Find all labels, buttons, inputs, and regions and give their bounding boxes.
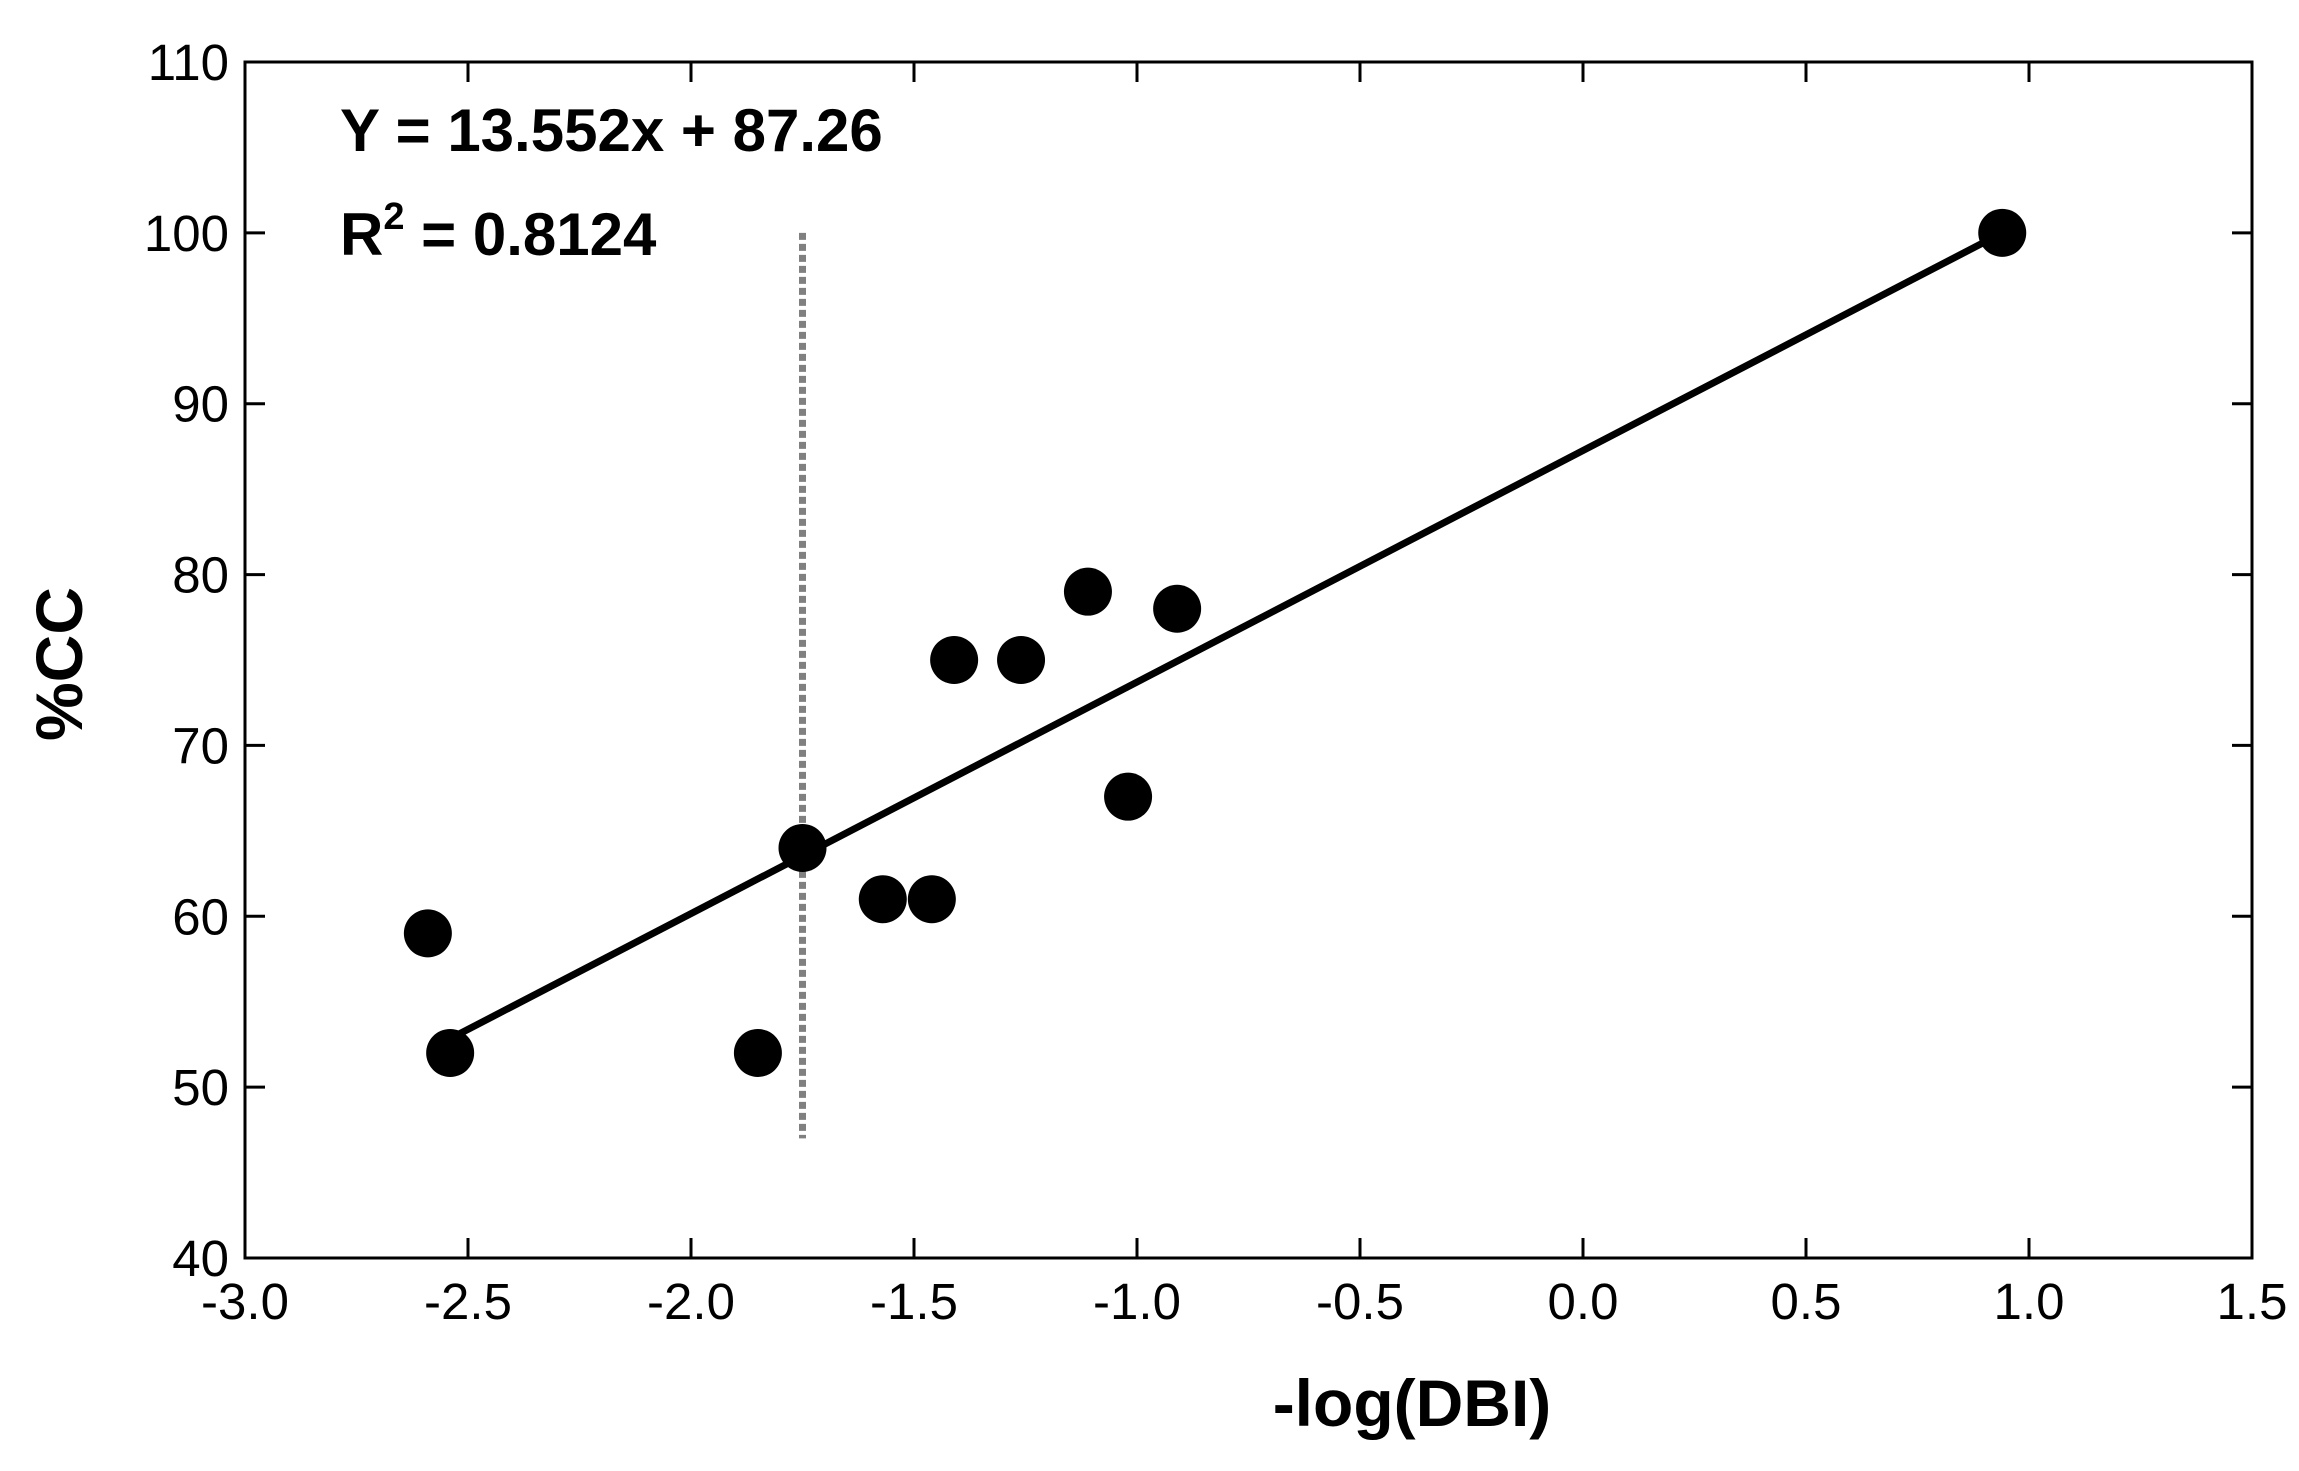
y-tick-label: 40 [172,1230,229,1287]
axis-ticks [243,60,2254,1260]
y-tick-label: 70 [172,717,229,774]
x-tick-label: 1.0 [1994,1273,2065,1330]
x-tick-labels: -3.0 -2.5 -2.0 -1.5 -1.0 -0.5 0.0 0.5 1.0 1.5 [201,1273,2287,1330]
data-point-0 [403,909,452,958]
data-point-3 [778,823,827,872]
data-point-8 [1063,567,1112,616]
y-tick-label: 50 [172,1059,229,1116]
x-tick-label: 1.5 [2217,1273,2288,1330]
x-tick-label: 0.0 [1548,1273,1619,1330]
y-tick-label: 110 [148,34,229,91]
x-tick-label: 0.5 [1771,1273,1842,1330]
r2-value: = 0.8124 [404,201,657,268]
data-point-4 [858,875,907,924]
regression-line [448,229,2004,1042]
x-tick-label: -2.5 [424,1273,512,1330]
y-tick-label: 100 [144,205,229,262]
data-points [403,208,2027,1077]
data-point-7 [997,636,1046,684]
x-axis-title: -log(DBI) [1273,1366,1552,1440]
data-point-5 [907,875,956,924]
plot-frame [243,60,2254,1260]
data-point-2 [733,1028,782,1077]
y-tick-label: 90 [172,376,229,433]
x-tick-label: -1.5 [870,1273,958,1330]
x-tick-label: -3.0 [201,1273,289,1330]
y-tick-label: 60 [172,888,229,945]
equation-annotation: Y = 13.552x + 87.26 [340,97,883,164]
data-point-11 [1978,208,2027,257]
data-point-10 [1153,584,1202,633]
data-point-1 [426,1028,475,1077]
y-tick-labels: 40 50 60 70 80 90 100 110 [144,34,229,1287]
x-tick-label: -1.0 [1093,1273,1181,1330]
data-point-9 [1104,772,1153,821]
y-axis-title: %CC [22,587,96,741]
r2-prefix: R [340,201,383,268]
y-tick-label: 80 [172,547,229,604]
data-point-6 [930,636,979,684]
x-tick-label: -0.5 [1316,1273,1404,1330]
x-tick-label: -2.0 [647,1273,735,1330]
r2-superscript: 2 [383,196,404,238]
r-squared-annotation: R2 = 0.8124 [340,196,657,268]
